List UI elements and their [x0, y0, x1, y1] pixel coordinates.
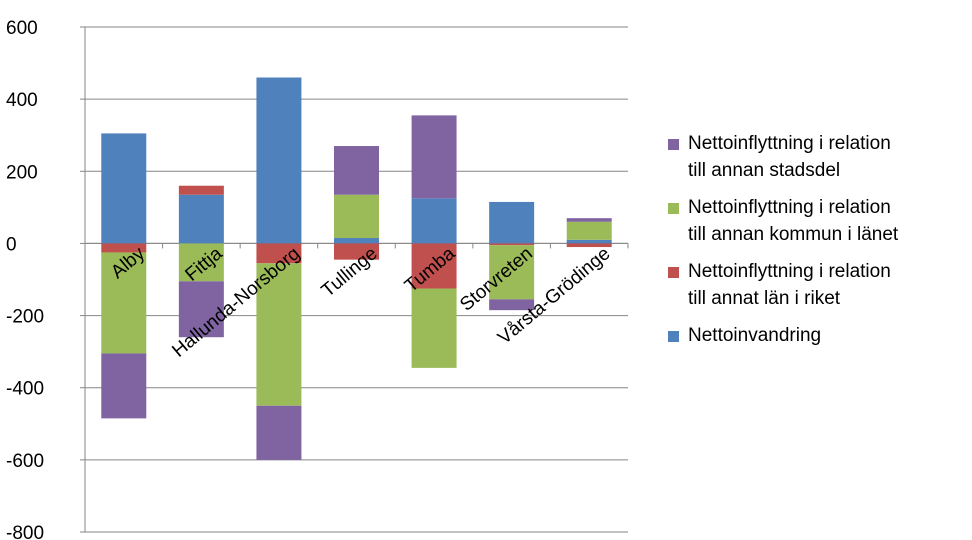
bar-segment-annat_lan: [489, 243, 535, 246]
bar-segment-annat_lan: [178, 185, 224, 195]
bar-segment-invandring: [489, 201, 535, 244]
y-tick-label: 0: [6, 234, 17, 255]
y-tick-label: 600: [6, 18, 38, 39]
y-tick-label: -200: [6, 307, 44, 328]
legend-label: Nettoinflyttning i relation till annan st…: [688, 130, 891, 184]
legend-label-line: Nettoinflyttning i relation: [688, 261, 891, 282]
bar-segment-annan_kommun: [566, 221, 612, 240]
chart-legend: Nettoinflyttning i relation till annan st…: [668, 130, 968, 359]
legend-swatch: [668, 139, 679, 150]
bar-segment-annan_kommun: [101, 252, 147, 354]
legend-item-annan_stadsdel: Nettoinflyttning i relation till annan st…: [668, 130, 968, 184]
bar-segment-annan_stadsdel: [566, 218, 612, 222]
bar-segment-invandring: [256, 77, 302, 244]
bar-segment-invandring: [101, 133, 147, 244]
bar-segment-annan_kommun: [256, 263, 302, 406]
bar-segment-annan_stadsdel: [101, 353, 147, 419]
bar-segment-annan_kommun: [178, 243, 224, 282]
legend-label-line: till annan stadsdel: [688, 160, 841, 181]
y-tick-label: 200: [6, 162, 38, 183]
legend-label-line: Nettoinvandring: [688, 325, 822, 346]
legend-item-invandring: Nettoinvandring: [668, 322, 968, 349]
bar-segment-annat_lan: [256, 243, 302, 264]
legend-label: Nettoinflyttning i relation till annat lä…: [688, 258, 891, 312]
legend-item-annan_kommun: Nettoinflyttning i relation till annan ko…: [668, 194, 968, 248]
y-tick-label: 400: [6, 90, 38, 111]
bar-segment-annan_kommun: [334, 194, 379, 239]
bar-segment-annan_stadsdel: [411, 115, 457, 199]
legend-label-line: Nettoinflyttning i relation: [688, 133, 891, 154]
legend-swatch: [668, 203, 679, 214]
bar-segment-annan_stadsdel: [256, 405, 302, 460]
bar-segment-annat_lan: [411, 243, 457, 289]
bar-segment-invandring: [411, 198, 457, 244]
legend-label: Nettoinvandring: [688, 322, 821, 349]
bar-segment-annan_stadsdel: [178, 281, 224, 338]
bar-segment-invandring: [178, 194, 224, 244]
y-tick-label: -400: [6, 379, 44, 400]
bar-segment-annan_stadsdel: [489, 299, 535, 311]
y-tick-label: -800: [6, 523, 44, 540]
bar-segment-invandring: [334, 238, 379, 244]
bar-segment-annan_stadsdel: [334, 146, 379, 195]
legend-item-annat_lan: Nettoinflyttning i relation till annat lä…: [668, 258, 968, 312]
bar-segment-annan_kommun: [489, 245, 535, 300]
legend-swatch: [668, 267, 679, 278]
legend-label-line: till annan kommun i länet: [688, 224, 899, 245]
legend-label-line: Nettoinflyttning i relation: [688, 197, 891, 218]
y-tick-label: -600: [6, 451, 44, 472]
legend-label: Nettoinflyttning i relation till annan ko…: [688, 194, 898, 248]
bar-segment-invandring: [566, 239, 612, 244]
bar-segment-annat_lan: [566, 243, 612, 248]
legend-label-line: till annat län i riket: [688, 288, 841, 309]
bar-segment-annat_lan: [101, 243, 147, 253]
legend-swatch: [668, 331, 679, 342]
bar-segment-annan_kommun: [411, 288, 457, 368]
bar-segment-annat_lan: [334, 243, 379, 260]
